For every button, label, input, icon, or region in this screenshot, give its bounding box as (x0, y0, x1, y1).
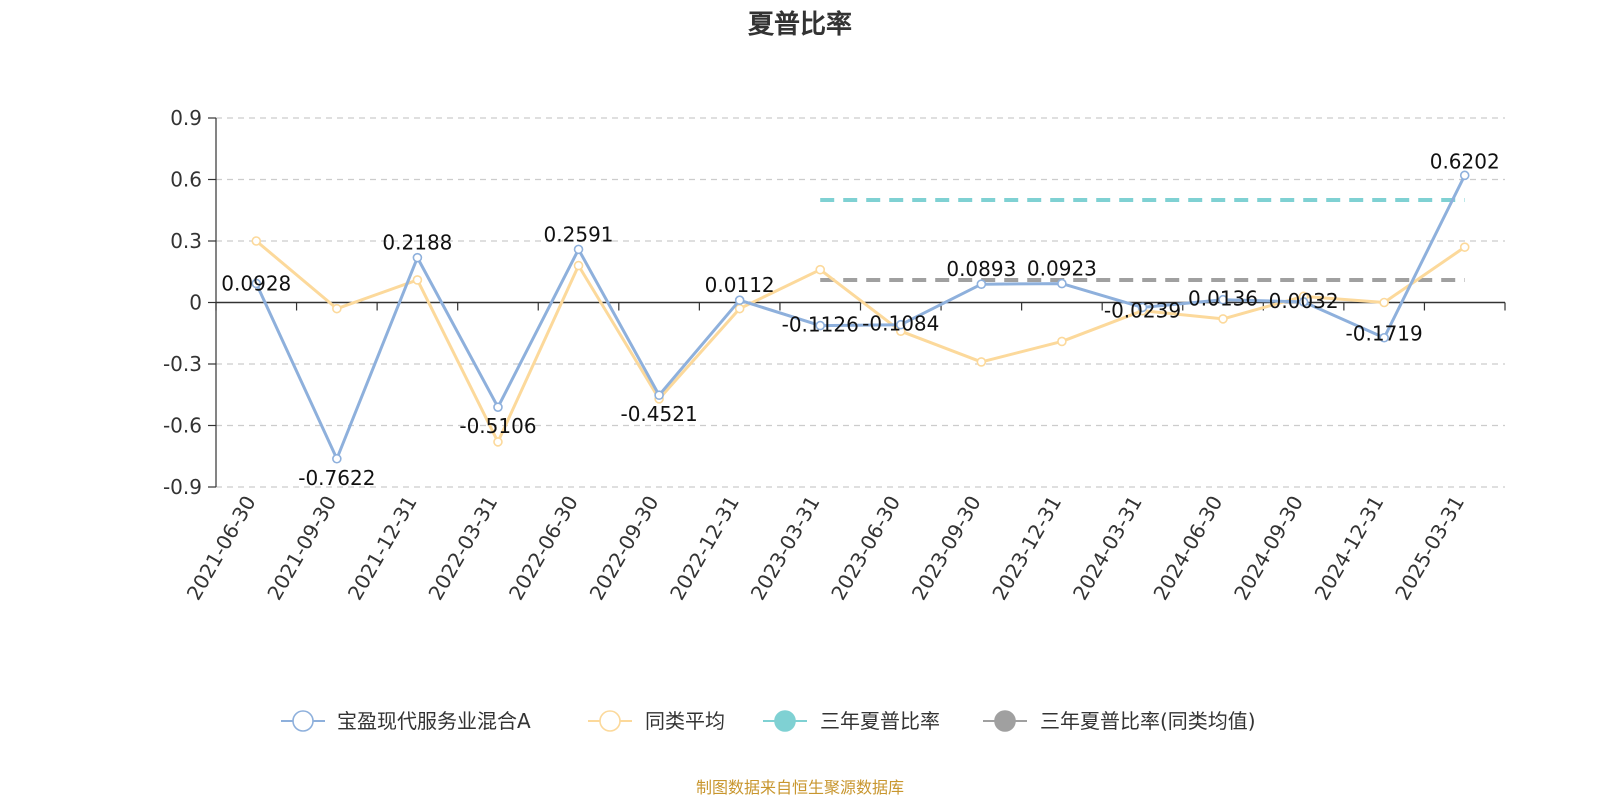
data-point (734, 303, 745, 314)
legend-marker-icon (774, 710, 796, 732)
data-point (251, 278, 262, 289)
data-label: -0.0239 (1104, 298, 1181, 322)
data-point (815, 264, 826, 275)
legend-marker-icon (599, 710, 621, 732)
data-label: 0.0136 (1188, 287, 1258, 311)
data-point (1298, 297, 1309, 307)
data-label: 0.2188 (382, 231, 452, 255)
x-tick-label: 2024-06-30 (1148, 492, 1227, 605)
x-tick-label: 2023-03-31 (746, 492, 825, 605)
data-point (1057, 278, 1067, 289)
series-line (255, 239, 1466, 444)
data-point (412, 275, 423, 285)
data-label: -0.1719 (1346, 322, 1423, 346)
x-tick-label: 2022-09-30 (585, 492, 664, 605)
data-point (815, 320, 826, 331)
legend-marker-icon (994, 710, 1016, 732)
data-point (251, 236, 262, 246)
data-point (1379, 332, 1389, 343)
data-label: -0.7622 (298, 466, 375, 490)
x-tick-label: 2021-06-30 (182, 492, 261, 605)
series-line (254, 174, 1467, 461)
data-labels: 0.0928 -0.7622 0.2188 -0.5106 0.2591 -0.4521 0… (221, 149, 1499, 489)
legend-label: 三年夏普比率(同类均值) (1040, 709, 1256, 733)
data-point (895, 319, 906, 330)
data-point (1137, 302, 1148, 313)
data-point (573, 244, 584, 255)
x-tick-label: 2023-06-30 (826, 492, 905, 605)
y-tick-label: 0.6 (170, 168, 202, 192)
data-point (493, 437, 503, 447)
data-point (1057, 336, 1067, 347)
x-tick-label: 2023-09-30 (907, 492, 986, 605)
data-point (493, 402, 503, 412)
data-point (412, 252, 423, 263)
series-lines (251, 170, 1470, 464)
data-label: 0.0032 (1269, 289, 1339, 313)
legend-label: 三年夏普比率 (820, 709, 940, 733)
y-tick-label: -0.9 (163, 475, 202, 499)
data-point (976, 357, 987, 367)
source-note: 制图数据来自恒生聚源数据库 (696, 778, 904, 797)
x-tick-label: 2024-12-31 (1310, 492, 1389, 605)
legend-marker-icon (292, 710, 314, 732)
data-label: 0.0112 (705, 273, 775, 297)
data-point (654, 390, 664, 400)
legend-label: 宝盈现代服务业混合A (337, 709, 531, 733)
x-tick-label: 2024-03-31 (1068, 492, 1147, 605)
data-point (1218, 314, 1228, 324)
data-point (734, 295, 745, 306)
x-tick-label: 2025-03-31 (1390, 492, 1469, 605)
data-label: -0.5106 (459, 414, 536, 438)
grid-lines (216, 117, 1505, 488)
legend-label: 同类平均 (645, 709, 725, 733)
data-label: 0.0893 (946, 257, 1016, 281)
y-tick-label: 0.3 (170, 229, 202, 253)
data-point (1379, 297, 1389, 308)
data-label: 0.6202 (1430, 149, 1500, 173)
x-tick-label: 2022-03-31 (423, 492, 502, 605)
data-point (1459, 170, 1470, 181)
data-label: 0.0923 (1027, 257, 1097, 281)
y-tick-label: -0.6 (163, 414, 202, 438)
data-point (332, 453, 342, 464)
legend: 宝盈现代服务业混合A 同类平均 三年夏普比率 三年夏普比率(同类均值) (281, 709, 1256, 733)
y-tick-label: 0.9 (170, 106, 202, 130)
x-tick-label: 2022-06-30 (504, 492, 583, 605)
data-label: -0.4521 (620, 402, 697, 426)
data-point (976, 279, 987, 289)
data-point (1459, 242, 1470, 252)
data-point (573, 260, 584, 271)
y-tick-label: 0 (189, 291, 202, 315)
x-tick-label: 2021-12-31 (343, 492, 422, 605)
reference-lines (820, 198, 1465, 282)
x-tick-label: 2021-09-30 (262, 492, 341, 605)
data-point (1218, 294, 1228, 305)
data-label: 0.0928 (221, 271, 291, 295)
chart-title: 夏普比率 (748, 9, 852, 40)
x-tick-label: 2022-12-31 (665, 492, 744, 605)
data-label: -0.1126 (782, 313, 859, 337)
data-label: -0.1084 (862, 312, 939, 336)
data-label: 0.2591 (544, 222, 614, 246)
y-tick-label: -0.3 (163, 352, 202, 376)
x-tick-label: 2023-12-31 (987, 492, 1066, 605)
x-tick-label: 2024-09-30 (1229, 492, 1308, 605)
data-point (332, 303, 342, 314)
